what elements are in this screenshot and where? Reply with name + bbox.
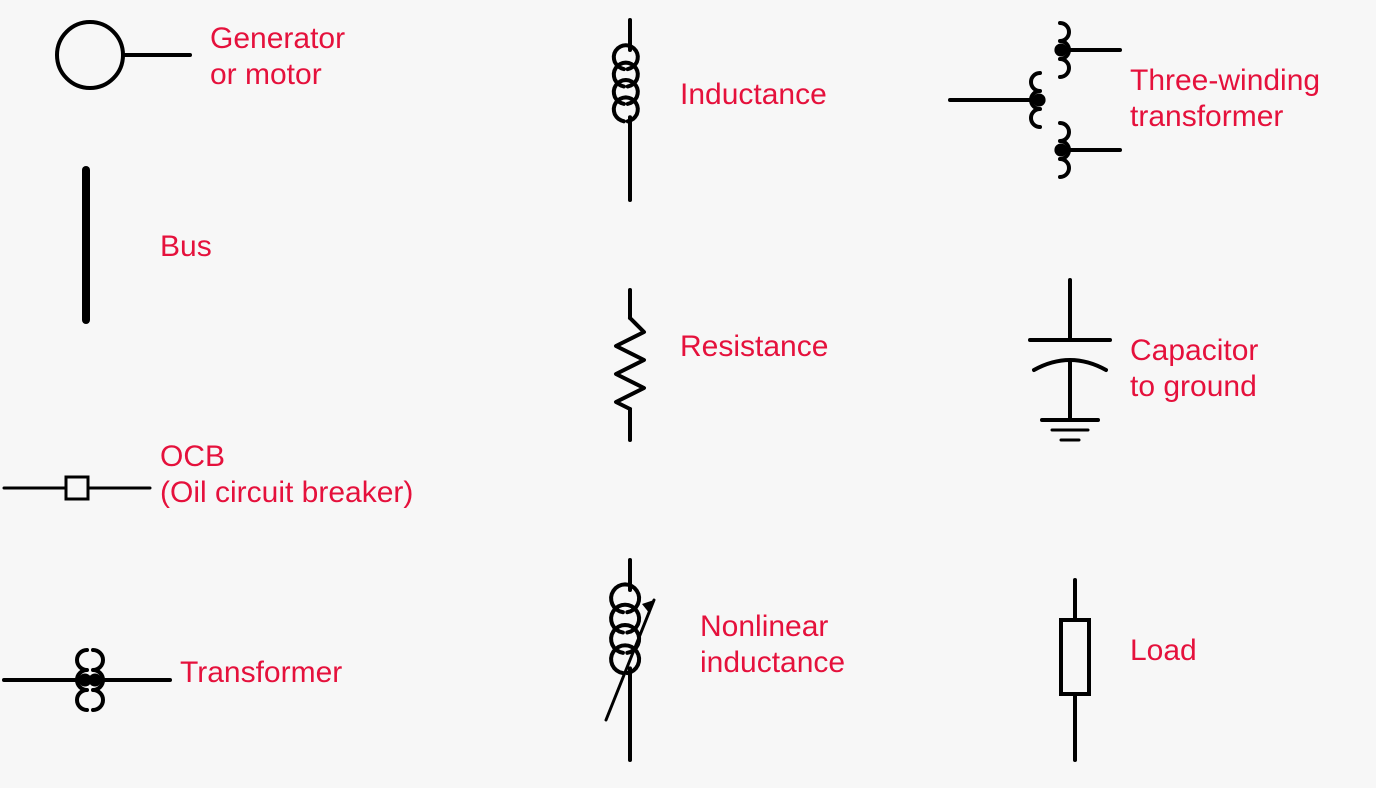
inductance-symbol: Inductance (614, 20, 827, 200)
resistance-symbol-label: Resistance (680, 330, 828, 363)
load-symbol: Load (1061, 580, 1197, 760)
resistance-symbol: Resistance (616, 290, 828, 440)
transformer-symbol: Transformer (4, 650, 342, 710)
load-symbol-label: Load (1130, 634, 1197, 667)
capacitor-to-ground-symbol: Capacitorto ground (1030, 280, 1258, 440)
bus-symbol: Bus (86, 170, 212, 320)
bus-symbol-label: Bus (160, 230, 212, 263)
generator-symbol-label: Generatoror motor (210, 22, 345, 91)
three-winding-transformer-symbol: Three-windingtransformer (950, 23, 1320, 177)
three-winding-transformer-symbol-label: Three-windingtransformer (1130, 64, 1320, 133)
generator-symbol: Generatoror motor (57, 22, 345, 91)
transformer-symbol-label: Transformer (180, 656, 342, 689)
nonlinear-inductance-symbol: Nonlinearinductance (606, 560, 845, 760)
nonlinear-inductance-symbol-label: Nonlinearinductance (700, 610, 845, 679)
ocb-symbol-label: OCB(Oil circuit breaker) (160, 440, 413, 509)
capacitor-to-ground-symbol-label: Capacitorto ground (1130, 334, 1258, 403)
ocb-symbol: OCB(Oil circuit breaker) (4, 440, 413, 509)
inductance-symbol-label: Inductance (680, 78, 827, 111)
